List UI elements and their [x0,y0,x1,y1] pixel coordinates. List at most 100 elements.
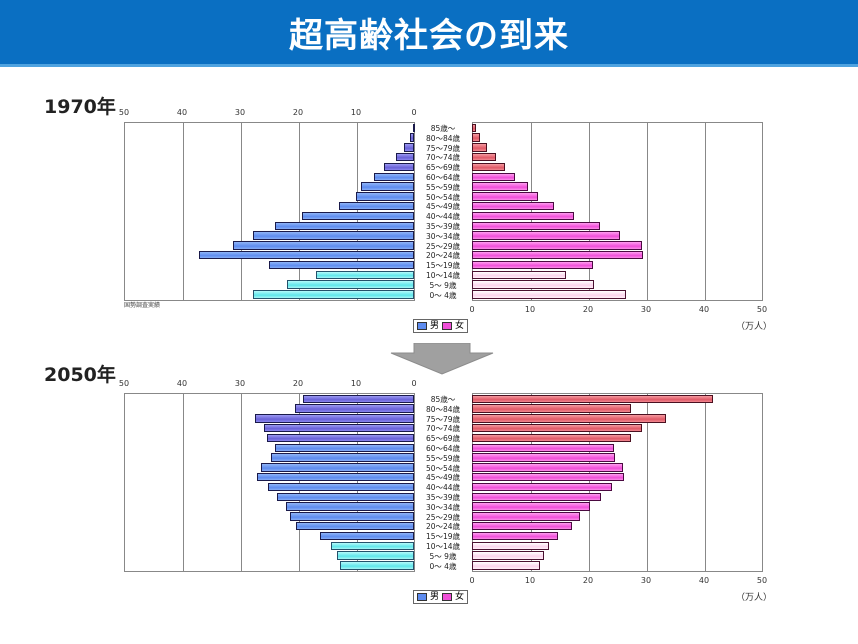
age-group-label: 45～49歳 [425,473,461,483]
axis-tick-male: 10 [350,379,362,388]
male-bar [274,221,414,230]
female-bar [472,211,575,221]
legend-swatch-male [417,322,427,331]
unit-label: （万人） [736,593,773,604]
age-group-label: 20～24歳 [425,251,461,261]
legend-swatch-male [417,593,427,602]
male-bar [361,182,414,191]
age-group-label: 15～19歳 [425,261,461,271]
age-group-label: 65～69歳 [425,163,461,173]
female-bar [472,472,624,482]
age-group-label: 5～ 9歳 [429,280,457,290]
male-bar [256,472,414,482]
female-bar [472,541,550,550]
age-group-label: 75～79歳 [425,143,461,153]
male-bar [233,241,414,250]
female-bar [472,280,594,289]
age-group-label: 60～64歳 [425,444,461,453]
age-group-label: 40～44歳 [425,212,461,222]
axis-tick-male: 10 [350,108,362,117]
female-bar [472,394,714,403]
axis-tick-male: 20 [292,379,304,388]
male-bar [267,482,414,492]
female-bar [472,162,506,172]
female-bar [472,260,594,270]
age-group-label: 40～44歳 [425,483,461,493]
legend: 男女 [413,590,469,605]
age-group-label: 30～34歳 [425,231,461,241]
legend-swatch-female [442,322,453,331]
source-note: 国勢調査実績 [124,302,161,309]
female-bar [472,182,529,191]
female-bar [472,502,590,511]
axis-tick-male: 40 [176,108,188,117]
unit-label: （万人） [736,322,773,333]
gridline [183,123,184,301]
age-label-column [415,122,472,302]
age-group-label: 25～29歳 [425,241,461,251]
axis-tick-male: 30 [234,108,246,117]
male-bar [274,443,414,452]
female-bar [472,231,620,240]
female-bar [472,512,580,521]
age-group-label: 0～ 4歳 [429,561,457,571]
age-group-label: 10～14歳 [425,542,461,551]
male-bar [336,551,414,560]
legend: 男女 [413,319,469,334]
female-bar [472,404,631,413]
male-bar [263,423,414,433]
male-bar [356,192,414,201]
gridline [647,123,648,301]
female-bar [472,482,612,492]
axis-tick-female: 10 [524,576,536,586]
gridline [241,123,242,301]
age-group-label: 5～ 9歳 [429,551,457,561]
year-label-2050: 2050年 [44,364,116,386]
female-bar [472,443,615,452]
male-bar [199,250,414,260]
age-group-label: 75～79歳 [425,414,461,424]
male-bar [252,231,414,240]
gridline [183,394,184,572]
title-bar: 超高齢社会の到来 [0,0,858,67]
female-bar [472,521,572,531]
female-bar [472,250,644,260]
female-bar [472,433,631,443]
down-arrow-icon [390,343,494,375]
male-bar [396,152,414,162]
male-bar [267,433,414,443]
female-bar [472,123,477,132]
male-bar [339,201,414,211]
axis-tick-female: 30 [640,576,652,586]
age-group-label: 55～59歳 [425,182,461,192]
axis-tick-female: 0 [469,305,475,315]
female-bar [472,561,540,570]
legend-label-female: 女 [455,321,465,332]
male-bar [404,143,414,152]
male-bar [269,260,414,270]
age-group-label: 65～69歳 [425,434,461,444]
male-bar [373,172,414,181]
male-bar [320,531,414,541]
axis-tick-male: 40 [176,379,188,388]
age-group-label: 55～59歳 [425,453,461,463]
age-group-label: 50～54歳 [425,192,461,202]
gridline [705,123,706,301]
female-bar [472,414,666,423]
gridline [241,394,242,572]
gridline [647,394,648,572]
male-bar [277,492,414,501]
male-bar [302,211,414,221]
axis-tick-female: 0 [469,576,475,586]
male-bar [339,561,414,570]
age-group-label: 10～14歳 [425,271,461,280]
age-group-label: 85歳～ [430,124,456,133]
age-group-label: 50～54歳 [425,463,461,473]
male-bar [295,404,414,413]
legend-label-female: 女 [455,592,465,603]
female-bar [472,270,566,279]
age-group-label: 25～29歳 [425,512,461,522]
male-bar [303,394,414,403]
axis-tick-female: 30 [640,305,652,315]
male-bar [331,541,414,550]
